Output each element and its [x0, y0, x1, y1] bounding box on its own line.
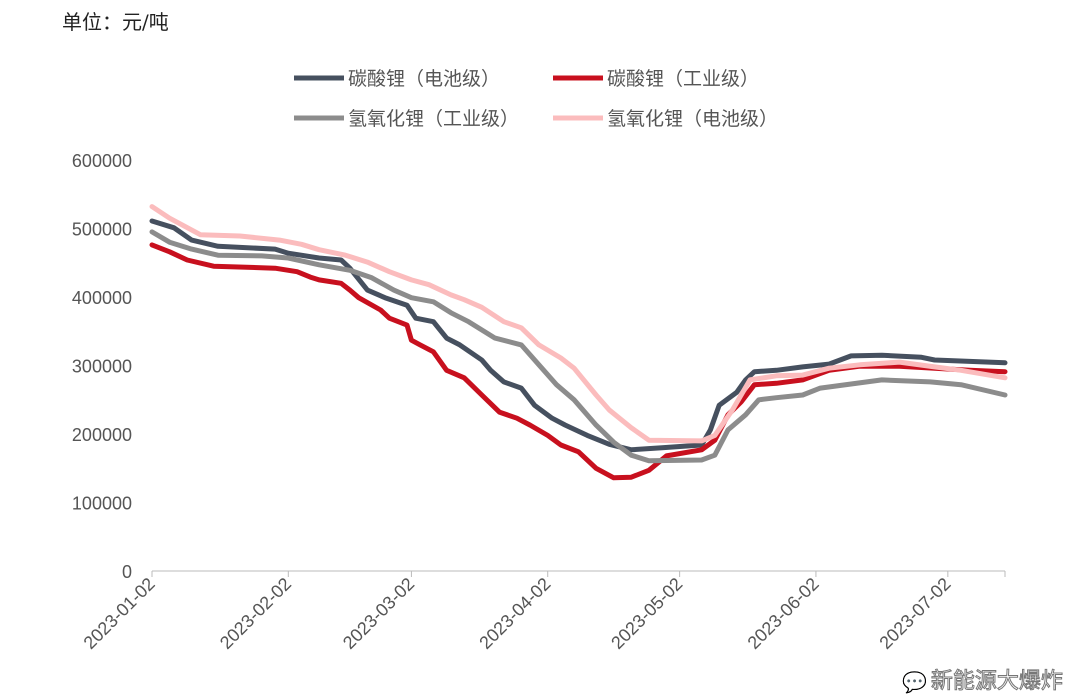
y-tick-label: 300000 [72, 357, 132, 377]
series-line-2 [149, 229, 1008, 464]
wechat-icon: 💬 [902, 670, 928, 695]
legend-label: 氢氧化锂（电池级） [607, 108, 778, 130]
unit-label: 单位：元/吨 [62, 10, 169, 34]
y-tick-label: 100000 [72, 494, 132, 514]
y-tick-label: 400000 [72, 288, 132, 308]
y-tick-label: 0 [122, 562, 132, 582]
legend-label: 碳酸锂（工业级） [607, 68, 759, 90]
legend-label: 氢氧化锂（工业级） [348, 108, 519, 130]
x-tick-label: 2023-06-02 [744, 574, 823, 653]
series-line-0 [149, 218, 1008, 453]
legend-label: 碳酸锂（电池级） [348, 68, 500, 90]
y-tick-label: 200000 [72, 425, 132, 445]
x-tick-label: 2023-03-02 [339, 574, 418, 653]
x-tick-label: 2023-02-02 [216, 574, 295, 653]
x-tick-label: 2023-01-02 [80, 574, 159, 653]
watermark-text: 新能源大爆炸 [930, 669, 1063, 695]
y-tick-label: 600000 [72, 151, 132, 171]
x-tick-label: 2023-07-02 [875, 574, 954, 653]
watermark: 💬 新能源大爆炸 [902, 669, 1064, 695]
x-tick-label: 2023-04-02 [475, 574, 554, 653]
series-line-3 [149, 204, 1008, 444]
series-line-1 [149, 242, 1008, 481]
x-tick-label: 2023-05-02 [607, 574, 686, 653]
y-tick-label: 500000 [72, 220, 132, 240]
